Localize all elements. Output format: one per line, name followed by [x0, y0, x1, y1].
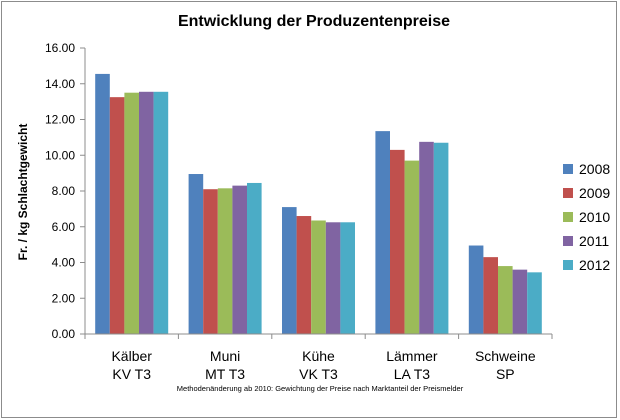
x-category-label: Kälber	[111, 348, 152, 364]
y-tick-label: 4.00	[52, 256, 76, 270]
x-category-label: Kühe	[302, 348, 335, 364]
bar-2012-schweine	[527, 272, 542, 334]
legend-label-2011: 2011	[579, 233, 609, 249]
footnote: Methodenänderung ab 2010: Gewichtung der…	[177, 384, 464, 393]
bar-2009-kälber	[109, 97, 125, 334]
bar-2008-kühe	[282, 207, 297, 334]
y-tick-label: 12.00	[45, 113, 75, 127]
chart-title: Entwicklung der Produzentenpreise	[178, 13, 450, 30]
legend-label-2010: 2010	[579, 209, 610, 225]
bar-2010-kühe	[311, 220, 326, 334]
bar-2009-muni	[203, 189, 218, 334]
bar-2010-kälber	[124, 92, 139, 334]
legend-swatch-2009	[563, 188, 573, 198]
legend-label-2008: 2008	[579, 161, 610, 177]
x-category-label: Schweine	[475, 348, 536, 364]
bar-2011-lämmer	[419, 141, 434, 334]
y-tick-label: 10.00	[45, 148, 75, 162]
y-tick-label: 8.00	[52, 184, 76, 198]
bar-2008-schweine	[468, 245, 484, 334]
bar-2008-lämmer	[375, 131, 390, 334]
bar-2009-lämmer	[390, 149, 405, 334]
bar-2010-schweine	[498, 266, 513, 334]
x-category-label: Lämmer	[386, 348, 438, 364]
bar-2012-lämmer	[433, 142, 449, 334]
bar-2011-kälber	[139, 91, 154, 334]
bar-2011-kühe	[325, 222, 341, 334]
x-category-label: Muni	[210, 348, 240, 364]
y-tick-label: 6.00	[52, 220, 76, 234]
legend-swatch-2010	[563, 212, 573, 222]
y-axis-label: Fr. / kg Schlachtgewicht	[16, 124, 30, 261]
bar-2012-muni	[247, 182, 262, 334]
bar-2010-lämmer	[404, 160, 420, 334]
bar-2011-schweine	[512, 269, 528, 334]
x-category-sublabel: KV T3	[112, 366, 151, 382]
legend-swatch-2012	[563, 260, 573, 270]
y-tick-label: 2.00	[52, 291, 76, 305]
bar-2009-schweine	[483, 257, 498, 334]
bar-2008-muni	[188, 174, 204, 334]
y-tick-label: 16.00	[45, 41, 75, 55]
bar-2009-kühe	[296, 216, 312, 334]
x-category-sublabel: VK T3	[299, 366, 338, 382]
legend-swatch-2011	[563, 236, 573, 246]
bar-2008-kälber	[95, 73, 110, 334]
x-category-sublabel: SP	[496, 366, 515, 382]
bar-2011-muni	[232, 185, 247, 334]
legend-label-2009: 2009	[579, 185, 610, 201]
x-category-sublabel: LA T3	[394, 366, 431, 382]
x-category-sublabel: MT T3	[205, 366, 245, 382]
bar-2012-kühe	[340, 222, 355, 334]
y-tick-label: 14.00	[45, 77, 75, 91]
bar-2012-kälber	[153, 91, 169, 334]
y-tick-label: 0.00	[52, 327, 76, 341]
legend-swatch-2008	[563, 164, 573, 174]
bar-2010-muni	[217, 188, 233, 334]
legend-label-2012: 2012	[579, 257, 610, 273]
